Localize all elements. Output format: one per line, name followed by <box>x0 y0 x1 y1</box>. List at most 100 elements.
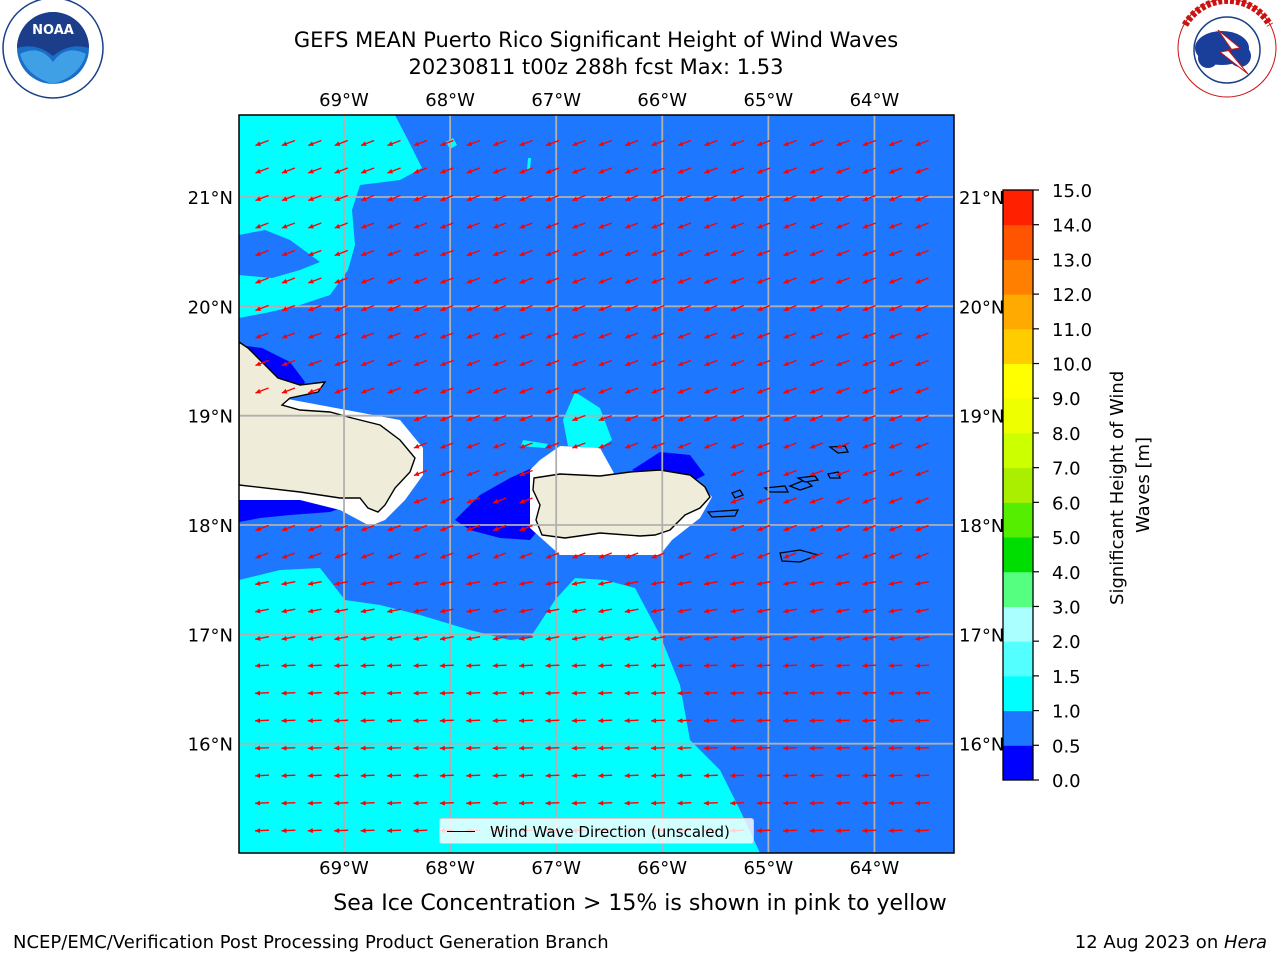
wind-wave-arrow <box>888 277 903 284</box>
wind-wave-arrow <box>281 800 296 806</box>
wind-wave-arrow <box>783 139 797 147</box>
wind-wave-arrow <box>730 580 745 586</box>
wind-wave-arrow <box>413 828 428 834</box>
wind-wave-arrow <box>439 773 454 779</box>
wind-wave-arrow <box>360 663 375 669</box>
wind-wave-arrow <box>756 304 771 312</box>
wind-wave-arrow <box>466 773 481 779</box>
wind-wave-arrow <box>914 690 930 696</box>
wind-wave-arrow <box>519 524 533 532</box>
wind-wave-arrow <box>862 139 876 147</box>
wind-wave-arrow <box>836 469 850 477</box>
wind-wave-arrow <box>334 139 348 147</box>
wind-wave-arrow <box>914 663 930 669</box>
wind-wave-arrow <box>783 469 797 477</box>
wind-wave-arrow <box>624 139 639 147</box>
wind-wave-arrow <box>386 745 402 751</box>
wind-wave-arrow <box>835 663 850 669</box>
colorbar-tick-labels: 0.0 0.5 1.0 1.5 2.0 3.0 4.0 5.0 6.0 7.0 8.0 9.0 10.0… <box>1033 181 1092 792</box>
wind-wave-arrow <box>571 663 586 669</box>
wind-wave-arrow <box>730 635 745 641</box>
wind-wave-arrow <box>756 497 771 504</box>
wind-wave-arrow <box>466 552 480 559</box>
wind-wave-arrow <box>545 277 560 284</box>
wind-wave-arrow <box>888 718 903 724</box>
wind-wave-arrow <box>413 277 428 284</box>
wind-wave-arrow <box>677 304 692 312</box>
wind-wave-arrow <box>783 524 797 532</box>
wind-wave-arrow <box>413 497 428 504</box>
wind-wave-arrow <box>809 828 824 834</box>
wind-wave-arrow <box>835 635 850 641</box>
wind-wave-arrow <box>572 194 586 202</box>
wind-wave-arrow <box>360 359 375 367</box>
wind-wave-arrow <box>862 469 876 477</box>
wind-wave-arrow <box>624 332 639 339</box>
wind-wave-arrow <box>888 304 903 312</box>
wind-wave-arrow <box>598 167 612 174</box>
wind-wave-arrow <box>651 139 665 147</box>
longitude-label-top: 68°W <box>425 90 475 111</box>
wind-wave-arrow <box>677 139 692 147</box>
wind-wave-arrow <box>862 167 876 174</box>
wind-wave-arrow <box>836 222 850 229</box>
wind-wave-arrow <box>756 773 771 779</box>
wind-wave-arrow <box>862 663 877 669</box>
wind-wave-arrow <box>360 249 375 257</box>
wind-wave-arrow <box>413 304 428 312</box>
wind-wave-arrow <box>255 552 269 559</box>
wind-wave-arrow <box>545 139 560 147</box>
wind-wave-arrow <box>915 469 929 477</box>
wind-wave-arrow <box>914 718 930 724</box>
wind-wave-arrow <box>387 277 401 284</box>
wind-wave-arrow <box>254 800 270 806</box>
wind-wave-arrow <box>492 167 507 174</box>
wind-wave-arrow <box>492 414 507 422</box>
wind-wave-arrow <box>413 690 428 696</box>
wind-wave-arrow <box>888 167 903 174</box>
wind-wave-arrow <box>545 773 560 779</box>
wind-wave-arrow <box>466 304 480 312</box>
wind-wave-arrow <box>888 497 903 504</box>
wind-wave-arrow <box>545 552 560 559</box>
wind-wave-arrow <box>756 663 771 669</box>
wind-wave-arrow <box>466 690 481 696</box>
wind-wave-arrow <box>255 277 269 284</box>
wind-wave-arrow <box>756 524 771 532</box>
wind-wave-arrow <box>756 828 771 834</box>
wind-wave-arrow <box>598 663 613 669</box>
wind-wave-arrow <box>836 414 850 422</box>
wind-wave-arrow <box>307 718 322 724</box>
colorbar-tick-label: 2.0 <box>1052 632 1081 653</box>
colorbar-tick-label: 1.5 <box>1052 667 1081 688</box>
wind-wave-arrow <box>835 690 850 696</box>
wind-wave-arrow <box>519 414 533 422</box>
wind-wave-arrow <box>809 524 824 532</box>
wind-wave-arrow <box>651 414 665 422</box>
wind-wave-arrow <box>862 580 877 586</box>
wind-wave-arrow <box>915 332 929 339</box>
wind-wave-arrow <box>809 690 824 696</box>
virgin-islands <box>706 445 850 563</box>
wind-wave-arrow <box>386 800 402 806</box>
wind-wave-arrow <box>651 222 665 229</box>
longitude-label-bottom: 69°W <box>319 858 369 879</box>
colorbar-tick-label: 13.0 <box>1052 250 1092 271</box>
wind-wave-arrow <box>862 773 877 779</box>
wind-wave-arrow <box>651 277 665 284</box>
wind-wave-arrow <box>413 524 428 532</box>
colorbar-tick-label: 15.0 <box>1052 181 1092 202</box>
wind-wave-arrow <box>756 277 771 284</box>
latitude-label-left: 21°N <box>188 188 233 209</box>
wind-wave-arrow <box>413 552 428 559</box>
wind-wave-arrow <box>386 828 402 834</box>
wind-wave-arrow <box>255 524 269 532</box>
wind-wave-arrow <box>836 442 850 449</box>
wind-wave-arrow <box>281 304 296 312</box>
chart-title: GEFS MEAN Puerto Rico Significant Height… <box>293 28 899 52</box>
wind-wave-arrow <box>308 304 322 312</box>
wind-wave-arrow <box>255 249 269 257</box>
wind-wave-arrow <box>466 139 480 147</box>
wind-wave-arrow <box>756 359 771 367</box>
wind-wave-arrow <box>704 387 718 394</box>
